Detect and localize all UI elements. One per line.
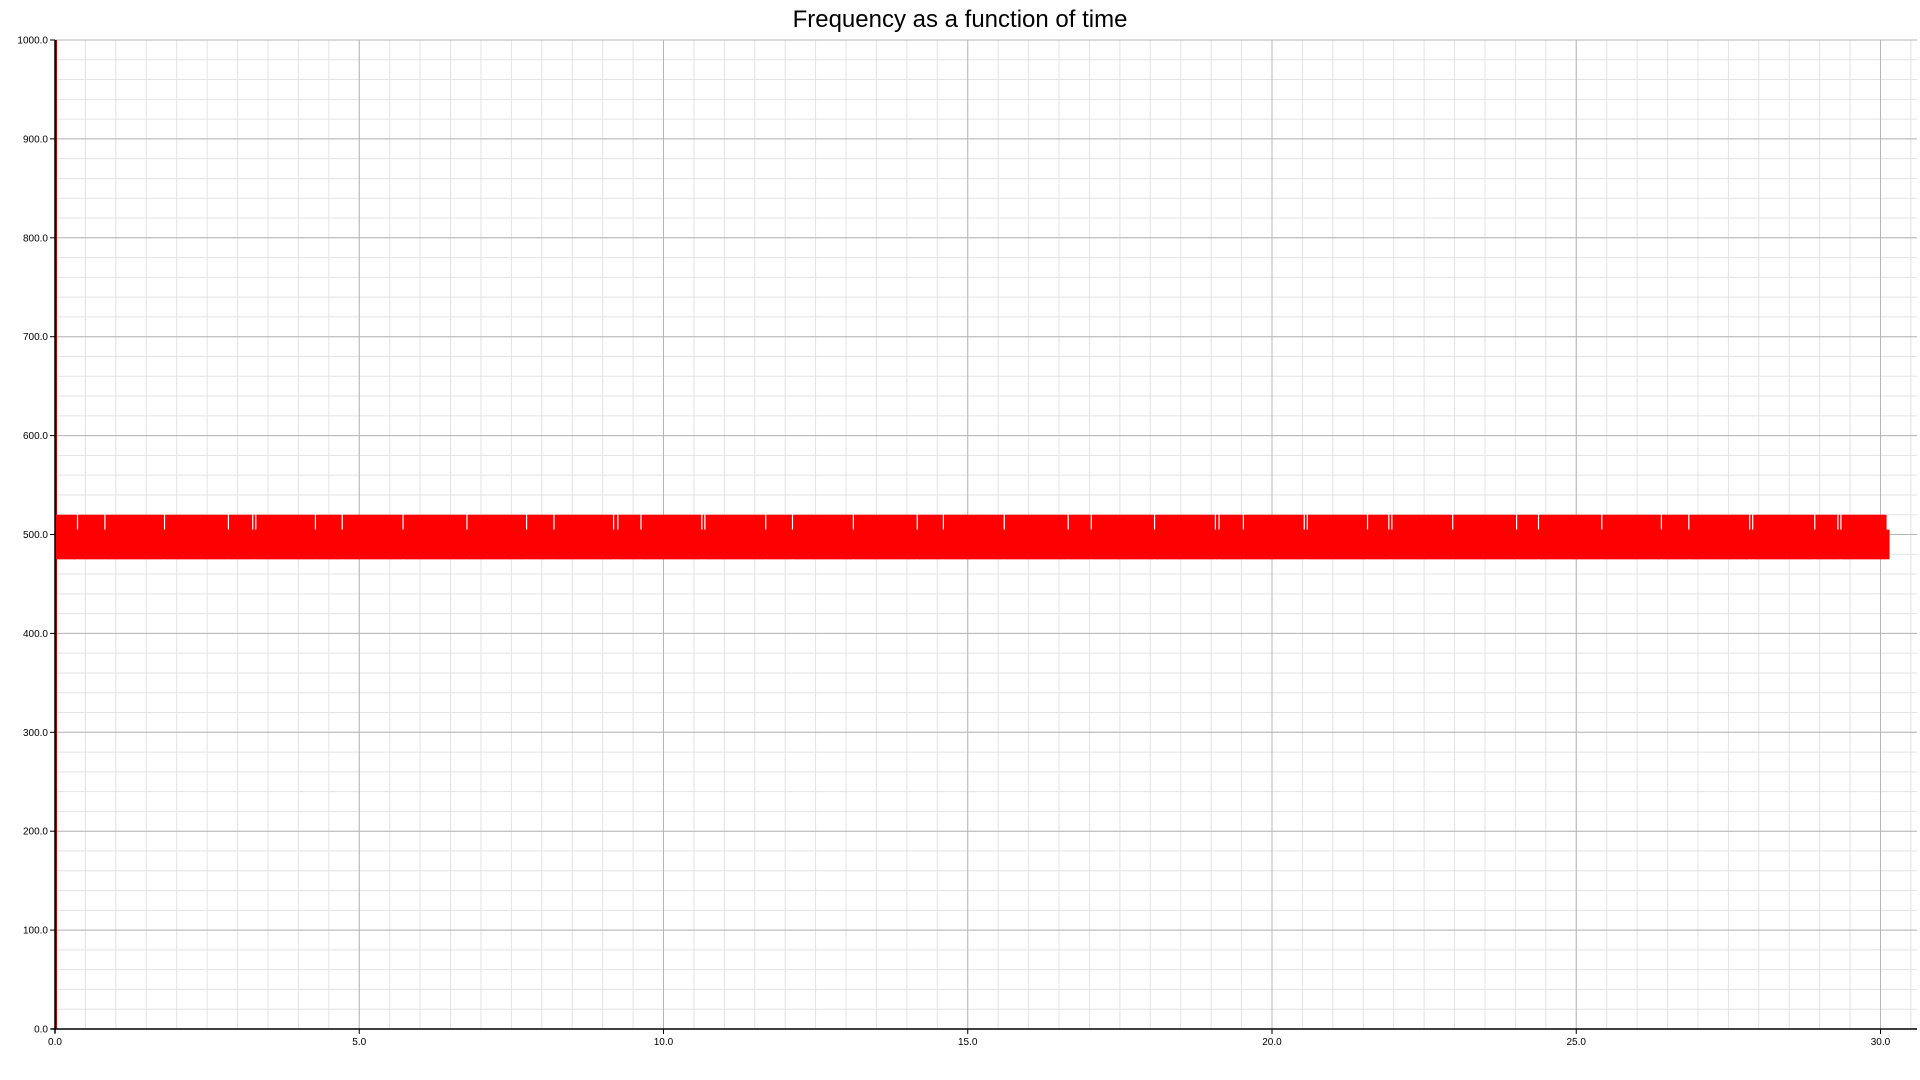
- y-tick-label: 100.0: [23, 926, 48, 937]
- y-tick-label: 300.0: [23, 728, 48, 739]
- x-tick-label: 15.0: [958, 1037, 978, 1048]
- y-tick-label: 400.0: [23, 629, 48, 640]
- y-tick-label: 800.0: [23, 233, 48, 244]
- x-tick-label: 30.0: [1871, 1037, 1891, 1048]
- chart-title: Frequency as a function of time: [792, 6, 1128, 33]
- x-tick-label: 25.0: [1567, 1037, 1587, 1048]
- series-layer: [55, 40, 1890, 1029]
- x-tick-label: 10.0: [654, 1037, 674, 1048]
- y-tick-label: 0.0: [34, 1025, 48, 1036]
- x-tick-label: 20.0: [1262, 1037, 1282, 1048]
- y-tick-label: 500.0: [23, 530, 48, 541]
- y-tick-label: 700.0: [23, 332, 48, 343]
- x-tick-label: 0.0: [48, 1037, 62, 1048]
- y-tick-label: 900.0: [23, 134, 48, 145]
- axes: [50, 39, 1917, 1034]
- y-tick-label: 1000.0: [17, 36, 48, 47]
- y-tick-label: 600.0: [23, 431, 48, 442]
- y-tick-label: 200.0: [23, 827, 48, 838]
- tick-labels: 0.0 5.0 10.0 15.0 20.0 25.0 30.0 0.0 100.0 200.0 3…: [17, 36, 1890, 1049]
- series-band-base: [56, 529, 1890, 560]
- x-tick-label: 5.0: [352, 1037, 366, 1048]
